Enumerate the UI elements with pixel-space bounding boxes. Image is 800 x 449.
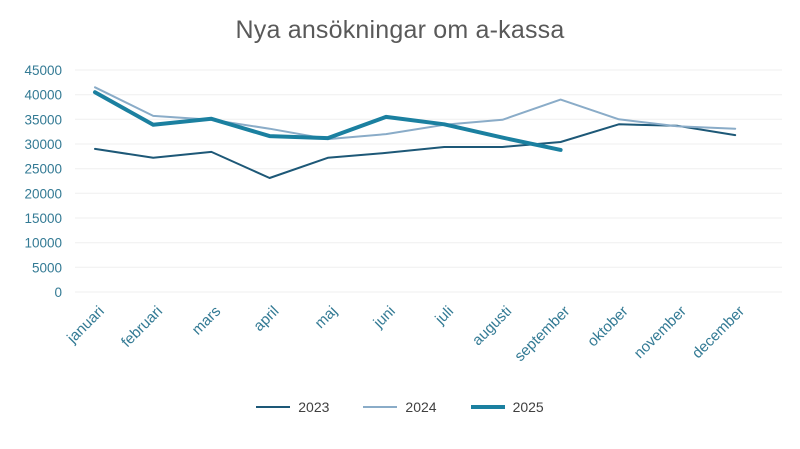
legend-label-2024: 2024 [405,399,437,415]
svg-text:juni: juni [370,303,399,332]
svg-text:0: 0 [54,285,62,300]
legend-swatch-2023 [256,406,291,408]
svg-text:juli: juli [431,303,457,329]
svg-text:mars: mars [189,303,225,339]
svg-text:januari: januari [63,303,108,348]
svg-text:december: december [689,303,748,362]
svg-text:april: april [250,303,282,335]
legend-item-2023: 2023 [256,399,329,415]
legend-item-2024: 2024 [363,399,437,415]
svg-text:maj: maj [312,303,341,332]
legend-item-2025: 2025 [470,399,544,415]
svg-text:45000: 45000 [24,63,62,78]
legend-swatch-2024 [363,406,398,408]
svg-text:25000: 25000 [24,162,62,177]
svg-text:35000: 35000 [24,112,62,127]
svg-text:15000: 15000 [24,211,62,226]
svg-text:30000: 30000 [24,137,62,152]
svg-text:oktober: oktober [584,303,631,350]
svg-text:september: september [511,303,573,365]
chart-title: Nya ansökningar om a-kassa [235,16,565,44]
svg-text:20000: 20000 [24,186,62,201]
svg-text:augusti: augusti [469,303,515,349]
svg-text:10000: 10000 [24,236,62,251]
svg-text:5000: 5000 [32,260,62,275]
legend-swatch-2025 [470,405,505,409]
line-chart: 0 5000 10000 15000 20000 25000 30000 35000 40000… [24,63,782,365]
legend-label-2023: 2023 [298,399,330,415]
svg-text:februari: februari [118,303,166,351]
legend-label-2025: 2025 [512,399,544,415]
svg-text:november: november [631,303,690,362]
svg-text:40000: 40000 [24,88,62,103]
chart-legend: 2023 2024 2025 [0,399,800,415]
